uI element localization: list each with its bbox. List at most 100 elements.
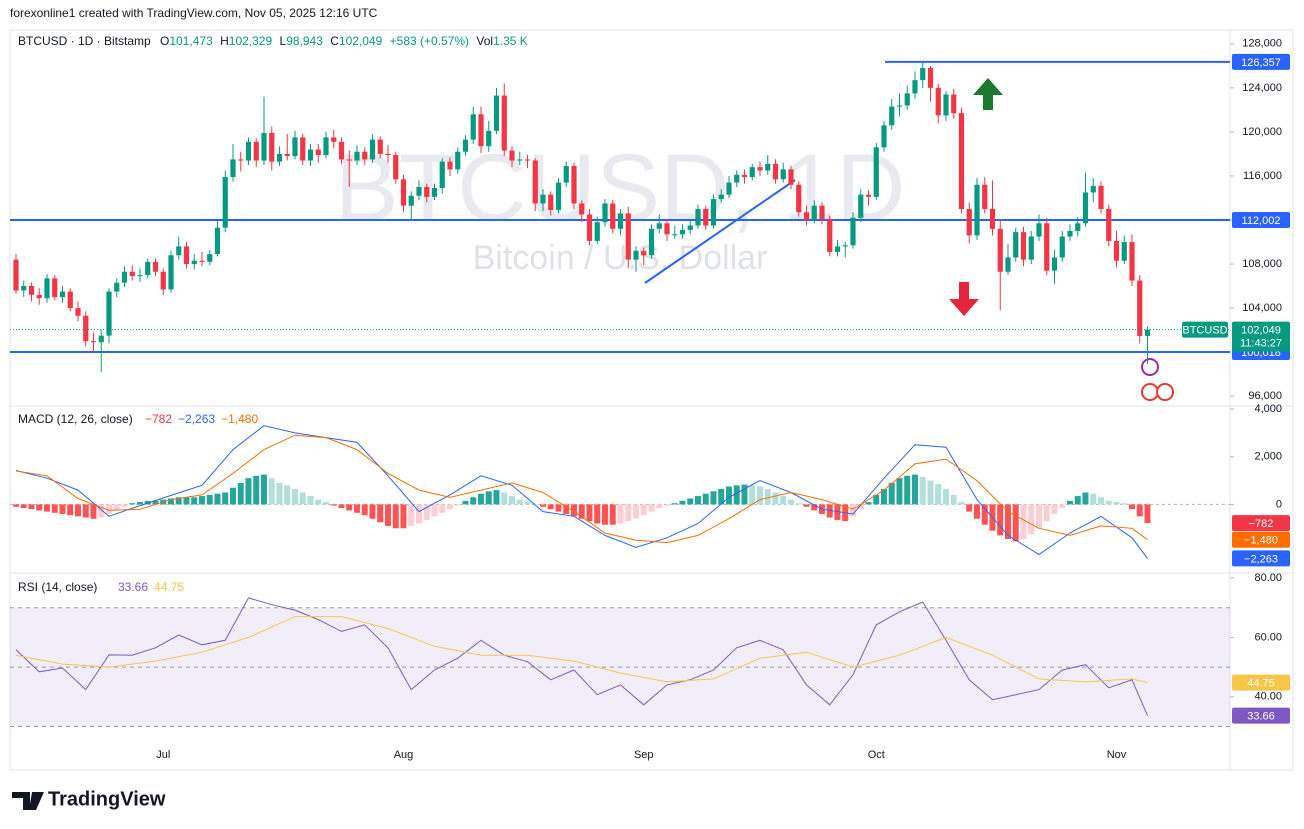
watermark-subtitle: Bitcoin / U.S. Dollar: [473, 239, 768, 277]
histogram-bar: [865, 502, 872, 505]
histogram-bar: [539, 504, 546, 507]
histogram-bar: [570, 504, 577, 517]
histogram-bar: [555, 504, 562, 512]
candle-body: [873, 147, 879, 197]
candle-body: [974, 184, 980, 236]
y-tick-label: 128,000: [1242, 38, 1282, 50]
candle-body: [989, 208, 996, 229]
histogram-bar: [113, 504, 120, 511]
candle-body: [1098, 185, 1104, 209]
histogram-bar: [578, 504, 585, 519]
level-label-bg: [1232, 211, 1290, 228]
last-value-label-bg: [1232, 550, 1290, 567]
candle-body: [160, 271, 166, 290]
candle-body: [52, 278, 58, 298]
candle-body: [912, 80, 918, 94]
candle-body: [431, 188, 438, 197]
candle-body: [1137, 280, 1143, 336]
legend-change: +583 (+0.57%): [390, 34, 469, 48]
candle-body: [191, 260, 197, 265]
histogram-bar: [198, 496, 205, 505]
candle-body: [540, 194, 546, 204]
candle-body: [803, 212, 810, 220]
histogram-bar: [601, 504, 608, 525]
candle-body: [1013, 232, 1019, 258]
candle-body: [121, 271, 128, 283]
histogram-bar: [1097, 497, 1104, 505]
candle-body: [230, 159, 236, 178]
candle-body: [98, 335, 104, 343]
legend-volume: 1.35 K: [493, 34, 528, 48]
histogram-bar: [431, 504, 438, 517]
histogram-bar: [74, 504, 81, 517]
event-icon[interactable]: [1156, 383, 1174, 401]
histogram-bar: [346, 504, 353, 511]
histogram-bar: [493, 490, 500, 505]
histogram-bar: [772, 492, 779, 505]
candle-body: [664, 223, 670, 235]
candle-body: [307, 149, 314, 161]
candle-body: [1113, 240, 1120, 261]
histogram-bar: [1043, 504, 1050, 522]
candle-body: [408, 195, 414, 206]
event-icon[interactable]: [1141, 358, 1159, 376]
candle-body: [199, 260, 205, 262]
histogram-bar: [586, 504, 593, 522]
candle-body: [346, 159, 352, 161]
histogram-bar: [981, 504, 988, 525]
histogram-bar: [656, 504, 663, 508]
candle-body: [811, 205, 817, 220]
candle-body: [486, 130, 492, 147]
histogram-bar: [973, 504, 980, 519]
y-tick-label: 108,000: [1242, 258, 1282, 270]
candle-body: [67, 291, 73, 309]
histogram-bar: [764, 488, 771, 505]
candle-body: [951, 94, 957, 114]
legend-value: 33.66: [118, 580, 148, 594]
candle-body: [958, 113, 965, 209]
plot-layer: 96,000104,000108,000112,000116,000120,00…: [10, 38, 1290, 761]
histogram-bar: [400, 504, 407, 529]
candle-body: [850, 217, 856, 246]
event-icon[interactable]: [1141, 383, 1159, 401]
series-line: [15, 425, 1148, 559]
histogram-bar: [90, 504, 97, 519]
candle-body: [300, 137, 306, 161]
histogram-bar: [276, 482, 283, 505]
histogram-bar: [508, 496, 515, 505]
candle-body: [1082, 192, 1089, 224]
logo[interactable]: TradingView: [48, 788, 166, 810]
series-line: [15, 616, 1148, 684]
histogram-bar: [966, 504, 973, 512]
histogram-bar: [733, 485, 740, 505]
legend-value: −782: [145, 412, 172, 426]
legend-value: −1,480: [221, 412, 258, 426]
histogram-bar: [625, 504, 632, 522]
candle-body: [493, 95, 500, 131]
candle-body: [842, 245, 848, 247]
histogram-bar: [547, 504, 554, 510]
histogram-bar: [353, 504, 360, 513]
candle-body: [858, 194, 864, 218]
histogram-bar: [834, 504, 841, 520]
histogram-bar: [501, 492, 508, 505]
legend-value: 102,329: [229, 34, 273, 48]
legend-value: 98,943: [286, 34, 323, 48]
legend-value: 102,049: [339, 34, 383, 48]
histogram-bar: [260, 474, 267, 505]
candle-body: [331, 137, 337, 142]
candle-body: [904, 93, 910, 106]
candle-body: [13, 259, 19, 291]
histogram-bar: [873, 494, 880, 505]
histogram-bar: [1066, 500, 1073, 505]
candle-body: [439, 161, 445, 189]
histogram-bar: [167, 498, 174, 505]
last-value-label-bg: [1232, 515, 1290, 532]
candle-body: [509, 150, 515, 161]
up-arrow: [973, 78, 1003, 110]
candle-body: [176, 246, 182, 256]
legend-key: L: [280, 34, 287, 48]
histogram-bar: [51, 504, 58, 513]
candle-body: [261, 133, 267, 161]
histogram-bar: [958, 502, 965, 505]
